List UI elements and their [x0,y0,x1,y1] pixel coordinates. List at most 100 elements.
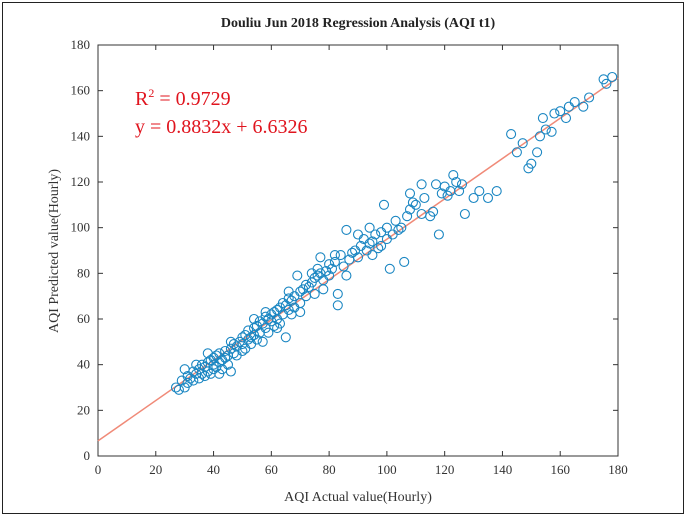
data-point [459,208,470,220]
data-point [517,138,528,149]
data-point [393,224,404,235]
data-point [468,192,479,204]
data-point [526,158,537,169]
data-point [404,188,416,199]
data-point [324,270,335,281]
y-tick-label: 40 [77,357,90,372]
axis-ticks [97,44,619,457]
data-point [560,113,572,124]
data-point [601,78,612,89]
data-point [407,197,418,208]
data-point [578,101,589,112]
data-point [364,222,375,233]
x-tick-label: 160 [550,462,570,477]
data-point [283,293,294,304]
data-point [335,250,346,261]
x-tick-label: 0 [95,462,102,477]
data-point [295,307,306,318]
x-tick-labels: 0 20 40 60 80 100 120 140 160 180 [95,462,628,477]
data-point [428,206,439,217]
data-point [532,147,543,158]
data-point [451,176,462,188]
data-point [202,348,213,359]
data-point [584,92,595,103]
data-point [309,288,320,299]
x-tick-label: 140 [493,462,513,477]
plot-area [97,44,619,457]
data-point [367,250,378,261]
data-point [341,224,352,235]
data-point [260,307,271,318]
data-point [442,190,453,201]
data-point [251,334,262,345]
data-point [549,108,560,119]
data-point [283,286,294,297]
data-point [222,359,234,370]
data-point [506,129,517,140]
data-point [257,336,268,347]
x-tick-label: 60 [265,462,278,477]
data-point [378,199,390,210]
data-point [263,327,274,338]
data-point [540,124,551,135]
data-point [326,263,338,274]
data-point [352,229,364,240]
data-point [396,222,407,233]
data-point [376,240,387,251]
x-tick-label: 80 [323,462,336,477]
data-point [367,236,378,247]
y-tick-label: 100 [71,220,91,235]
data-point [370,229,381,240]
y-tick-label: 180 [71,37,91,52]
data-point [315,252,326,263]
y-axis-label: AQI Predicted value(Hourly) [47,169,62,333]
regression-equation: y = 0.8832x + 6.6326 [135,116,308,138]
data-point [537,113,548,124]
data-point [329,250,340,261]
scatter-chart: Douliu Jun 2018 Regression Analysis (AQI… [47,16,628,505]
data-point [352,252,364,263]
data-point [318,284,329,295]
data-point [225,366,236,377]
data-point [416,179,427,190]
y-tick-label: 80 [77,265,90,280]
data-point [373,243,384,254]
data-point [338,261,349,272]
data-point [332,300,343,311]
data-point [329,256,340,267]
data-point [433,229,444,240]
data-points [170,71,618,395]
y-tick-label: 60 [77,311,90,326]
data-point [214,368,225,379]
data-point [292,270,303,281]
y-tick-label: 0 [84,448,91,463]
data-point [280,332,291,343]
data-point [491,186,502,197]
data-point [225,336,236,347]
data-point [272,323,283,334]
data-point [511,147,522,158]
x-tick-label: 120 [435,462,455,477]
r-squared-label: R2 = 0.9729 [135,86,231,110]
x-axis-label: AQI Actual value(Hourly) [284,490,432,505]
data-point [341,270,352,281]
data-point [402,211,413,222]
y-tick-labels: 0 20 40 60 80 100 120 140 160 180 [71,37,91,463]
figure-frame: Douliu Jun 2018 Regression Analysis (AQI… [2,2,684,514]
data-point [555,106,566,117]
data-point [237,345,248,357]
data-point [364,238,375,249]
data-point [607,71,618,83]
data-point [454,186,465,197]
data-point [448,170,459,181]
data-point [306,268,317,279]
data-point [410,199,421,210]
x-tick-label: 20 [149,462,162,477]
data-point [220,352,231,363]
data-point [534,131,546,142]
x-tick-label: 180 [608,462,628,477]
data-point [546,126,557,137]
y-tick-label: 120 [71,174,91,189]
data-point [202,366,213,377]
x-tick-label: 40 [207,462,220,477]
